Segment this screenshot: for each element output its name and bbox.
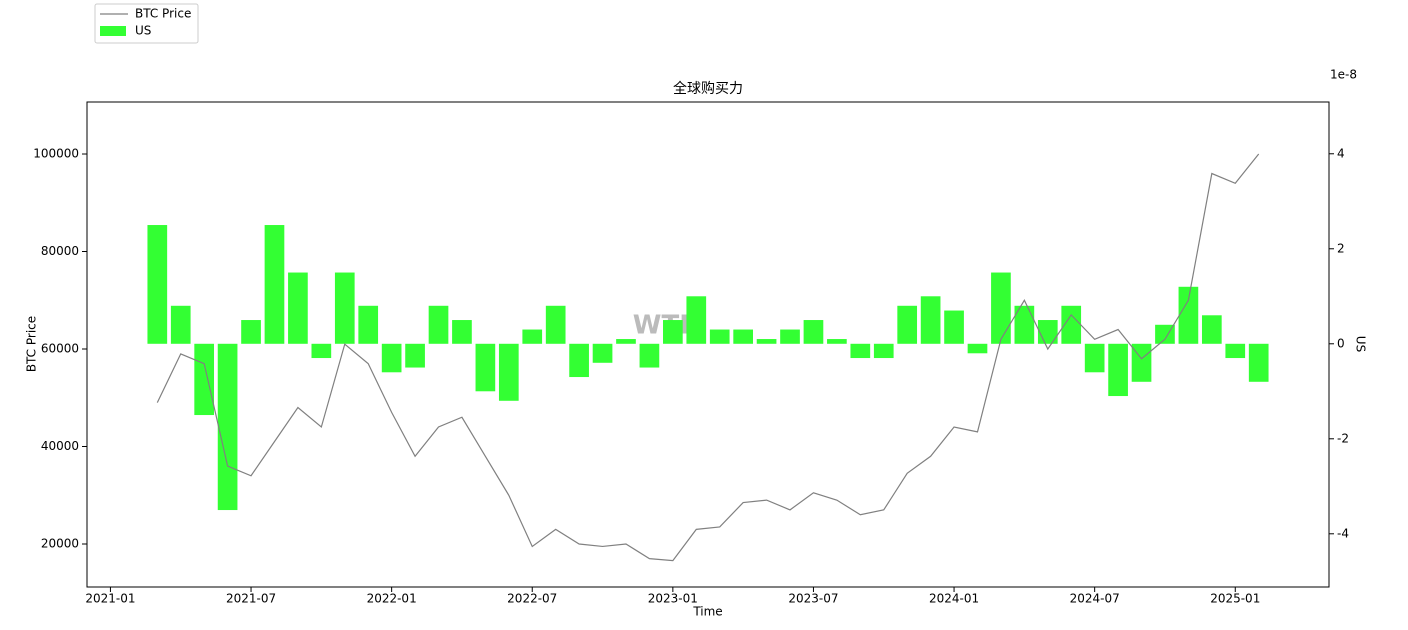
bar xyxy=(1248,343,1269,382)
bar xyxy=(452,320,472,344)
legend-label: US xyxy=(135,24,151,38)
bar xyxy=(1061,305,1082,344)
x-axis-label: Time xyxy=(692,605,722,619)
y-tick-label: 20000 xyxy=(41,537,79,551)
bar xyxy=(756,339,777,344)
y-tick-label: 60000 xyxy=(41,342,79,356)
x-tick-label: 2021-07 xyxy=(226,592,276,606)
bar xyxy=(522,329,543,344)
x-tick-label: 2023-07 xyxy=(788,592,838,606)
bar xyxy=(686,296,707,344)
bar xyxy=(428,305,449,344)
y2-tick-label: 0 xyxy=(1337,336,1345,350)
bar xyxy=(569,343,589,378)
bar xyxy=(311,343,332,359)
bar xyxy=(217,343,238,511)
bar xyxy=(1201,315,1222,344)
bar xyxy=(1178,286,1199,344)
bar xyxy=(873,343,894,359)
line xyxy=(156,153,1260,562)
y2-tick-label: -4 xyxy=(1337,526,1349,540)
x-tick-label: 2025-01 xyxy=(1210,592,1260,606)
y-tick-label: 40000 xyxy=(41,439,79,453)
plot-frame xyxy=(86,101,1330,588)
y2-tick-label: -2 xyxy=(1337,431,1349,445)
y-tick-label: 80000 xyxy=(41,244,79,258)
plot-area xyxy=(147,153,1269,562)
x-tick-label: 2021-01 xyxy=(85,592,135,606)
chart-title: 全球购买力 xyxy=(673,80,743,97)
x-tick-label: 2022-07 xyxy=(507,592,557,606)
bar xyxy=(1225,343,1246,359)
bar xyxy=(709,329,730,344)
bar xyxy=(288,272,308,344)
x-tick-label: 2024-01 xyxy=(929,592,979,606)
bar xyxy=(967,343,988,354)
y2-tick-label: 4 xyxy=(1337,146,1345,160)
bar xyxy=(592,343,613,363)
bar xyxy=(1084,343,1105,373)
y2-offset: 1e-8 xyxy=(1330,68,1357,82)
bar xyxy=(475,343,496,392)
bar xyxy=(381,343,402,373)
x-tick-label: 2023-01 xyxy=(648,592,698,606)
y2-axis-label: US xyxy=(1354,336,1368,352)
bar xyxy=(147,225,168,344)
bar xyxy=(1108,343,1128,397)
bar xyxy=(1014,305,1035,344)
bar xyxy=(405,343,425,368)
y2-tick-label: 2 xyxy=(1337,241,1345,255)
bar xyxy=(1155,324,1175,344)
bar xyxy=(194,343,215,416)
x-tick-label: 2022-01 xyxy=(367,592,417,606)
legend-label: BTC Price xyxy=(135,7,191,21)
y-axis-label: BTC Price xyxy=(25,316,39,372)
legend-swatch xyxy=(100,26,126,36)
bar xyxy=(850,343,871,359)
bar xyxy=(498,343,519,401)
bar xyxy=(780,329,800,344)
bar xyxy=(920,296,941,344)
bar xyxy=(991,272,1011,344)
bar xyxy=(1037,320,1058,344)
bar xyxy=(827,339,847,344)
x-tick-label: 2024-07 xyxy=(1070,592,1120,606)
bar xyxy=(264,225,285,344)
bar xyxy=(616,339,636,344)
bar xyxy=(733,329,753,344)
y-tick-label: 100000 xyxy=(33,147,79,161)
bar xyxy=(545,305,566,344)
bar xyxy=(241,320,261,344)
bar xyxy=(897,305,918,344)
bar xyxy=(334,272,355,344)
bar xyxy=(639,343,660,368)
bar xyxy=(803,320,824,344)
bar xyxy=(944,310,964,344)
bar xyxy=(663,320,683,344)
bar xyxy=(358,305,379,344)
legend: BTC Price US xyxy=(94,3,199,44)
bar xyxy=(170,305,191,344)
